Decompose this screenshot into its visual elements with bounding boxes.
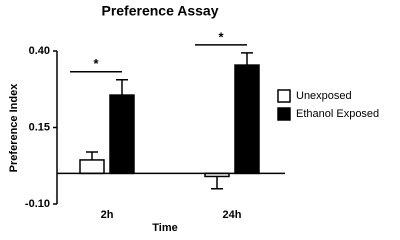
x-axis-label: Time — [152, 222, 177, 234]
y-tick-label: 0.40 — [29, 45, 50, 57]
chart-title: Preference Assay — [101, 3, 218, 19]
bar — [79, 159, 105, 175]
error-bar — [86, 151, 98, 160]
legend-label: Ethanol Exposed — [296, 108, 379, 120]
legend-swatch — [277, 107, 291, 121]
y-axis-label: Preference Index — [8, 83, 20, 173]
error-bar — [211, 176, 223, 190]
x-tick-label: 24h — [223, 209, 242, 221]
error-bar — [116, 79, 128, 96]
error-bar — [241, 52, 253, 66]
legend-label: Unexposed — [296, 90, 352, 102]
legend-swatch — [277, 89, 291, 103]
significance-star: * — [93, 56, 99, 71]
significance-star: * — [218, 29, 224, 44]
x-tick-label: 2h — [101, 209, 114, 221]
y-tick-label: 0.15 — [29, 121, 50, 133]
y-tick-label: -0.10 — [25, 198, 50, 210]
bar — [234, 64, 260, 175]
bar — [109, 94, 135, 175]
